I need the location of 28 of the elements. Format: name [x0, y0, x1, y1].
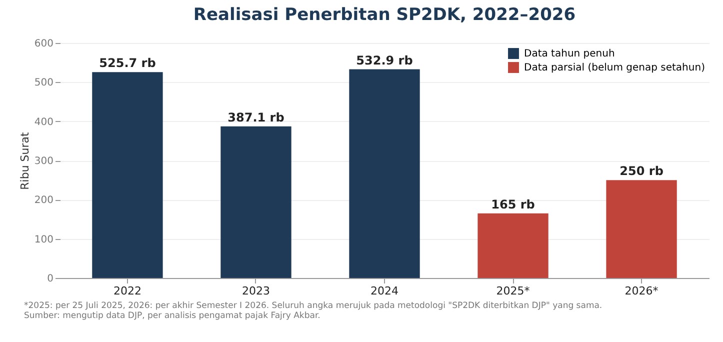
- y-tick-label: 200: [34, 195, 54, 206]
- y-tick-label: 0: [47, 274, 54, 284]
- y-tick-label: 100: [34, 234, 54, 246]
- bar: [220, 126, 292, 278]
- x-tick-label: 2026*: [624, 284, 659, 298]
- y-tick-label: 600: [34, 38, 54, 50]
- bar: [606, 180, 677, 278]
- legend-label: Data tahun penuh: [524, 48, 615, 60]
- bar: [349, 69, 420, 278]
- x-tick-label: 2024: [370, 284, 398, 298]
- data-label: 165 rb: [491, 197, 536, 212]
- y-tick-label: 300: [34, 156, 54, 167]
- data-label: 532.9 rb: [356, 53, 414, 68]
- chart-title: Realisasi Penerbitan SP2DK, 2022–2026: [193, 5, 576, 25]
- text: *2025: per 25 Juli 2025, 2026: per akhir Semester I 2026. Seluruh angka merujuk pada metodologi "SP2DK diterbitkan DJP" yang sama.: [24, 301, 604, 312]
- data-label: 250 rb: [620, 164, 664, 178]
- y-tick-label: 400: [34, 116, 54, 128]
- data-label: 387.1 rb: [228, 110, 285, 124]
- x-tick-label: 2023: [242, 284, 270, 298]
- x-tick-label: 2025*: [496, 284, 530, 298]
- legend-label: Data parsial (belum genap setahun): [524, 62, 706, 74]
- y-axis-title: Ribu Surat: [18, 131, 32, 190]
- data-label: 525.7 rb: [99, 56, 156, 70]
- bar: [478, 213, 548, 278]
- bar: [92, 72, 163, 278]
- text: Sumber: mengutip data DJP, per analisis pengamat pajak Fajry Akbar.: [24, 310, 322, 322]
- x-tick-label: 2022: [113, 284, 142, 298]
- y-tick-label: 500: [34, 78, 54, 89]
